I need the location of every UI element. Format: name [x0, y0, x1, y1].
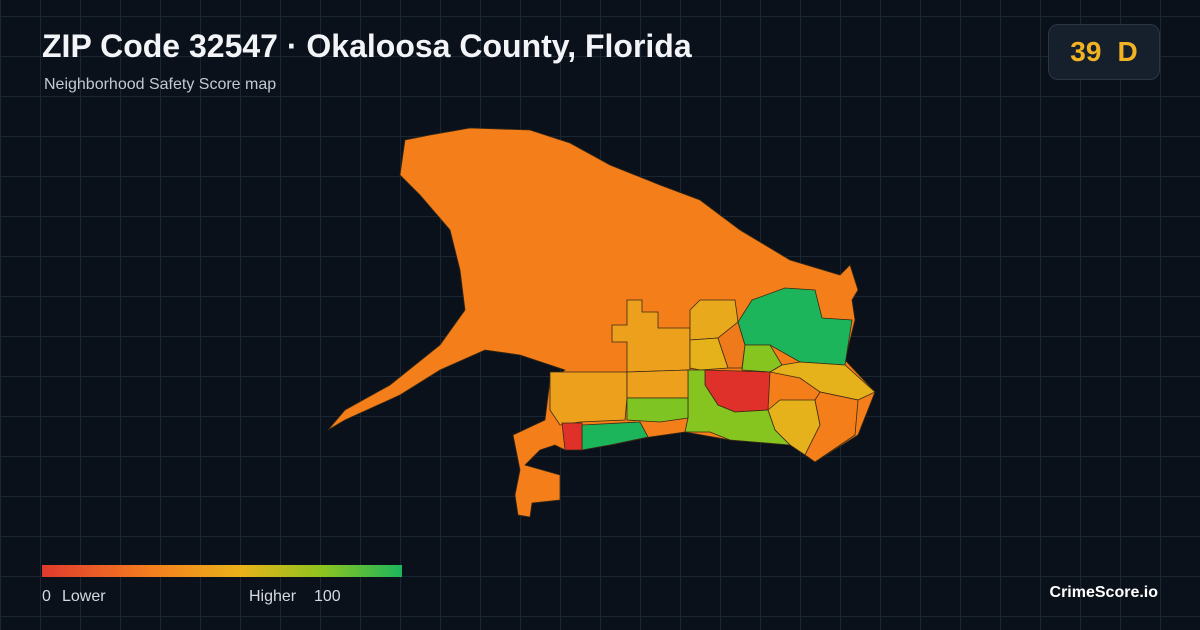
- grade: D: [1117, 36, 1138, 67]
- legend-min-label: Lower: [62, 588, 106, 605]
- legend-min: 0: [42, 588, 51, 605]
- region: [561, 422, 583, 451]
- region: [549, 371, 628, 426]
- region: [768, 361, 876, 401]
- brand: CrimeScore.io: [1049, 584, 1158, 601]
- region: [689, 337, 729, 371]
- score: 39: [1070, 36, 1102, 67]
- region: [626, 397, 689, 423]
- legend-max: 100: [314, 588, 341, 605]
- legend-bar: [42, 565, 402, 577]
- region: [581, 421, 649, 451]
- legend-max-label: Higher: [249, 588, 297, 605]
- title: ZIP Code 32547 · Okaloosa County, Florid…: [42, 28, 692, 64]
- subtitle: Neighborhood Safety Score map: [44, 76, 277, 93]
- region: [626, 369, 689, 399]
- score-badge: 39 D: [1048, 24, 1160, 80]
- region: [804, 391, 859, 463]
- region: [684, 369, 792, 446]
